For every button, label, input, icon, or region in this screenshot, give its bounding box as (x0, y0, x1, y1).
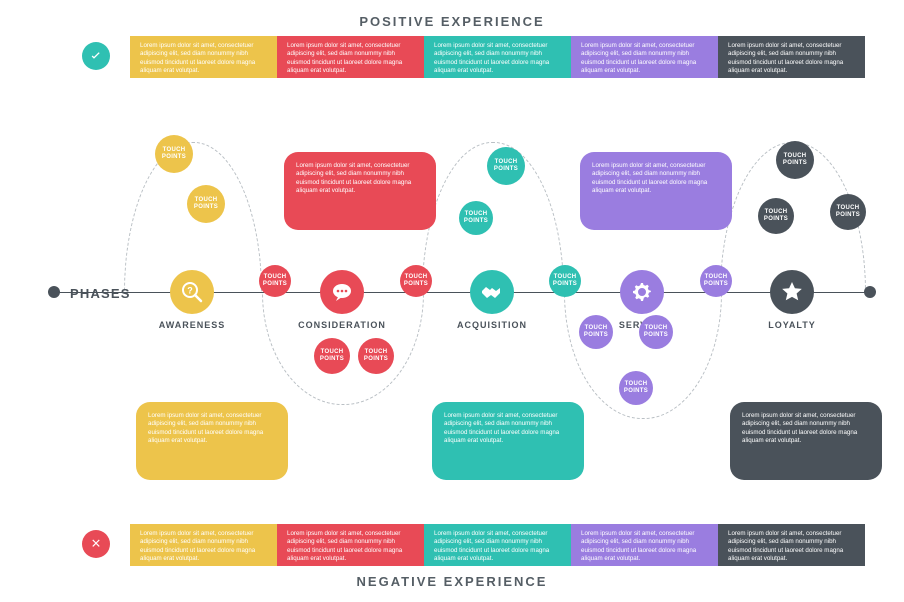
touchpoint: TOUCHPOINTS (259, 265, 291, 297)
phase-acquisition (470, 270, 514, 314)
touchpoint: TOUCHPOINTS (155, 135, 193, 173)
bar-segment: Lorem ipsum dolor sit amet, consectetuer… (130, 36, 277, 78)
touchpoint: TOUCHPOINTS (549, 265, 581, 297)
bar-segment: Lorem ipsum dolor sit amet, consectetuer… (571, 36, 718, 78)
callout-box: Lorem ipsum dolor sit amet, consectetuer… (136, 402, 288, 480)
svg-text:?: ? (187, 286, 193, 296)
callout-box: Lorem ipsum dolor sit amet, consectetuer… (730, 402, 882, 480)
check-icon (82, 42, 110, 70)
phase-loyalty (770, 270, 814, 314)
phase-label: AWARENESS (159, 320, 226, 330)
bar-segment: Lorem ipsum dolor sit amet, consectetuer… (424, 524, 571, 566)
touchpoint: TOUCHPOINTS (830, 194, 866, 230)
callout-box: Lorem ipsum dolor sit amet, consectetuer… (432, 402, 584, 480)
touchpoint: TOUCHPOINTS (400, 265, 432, 297)
bar-segment: Lorem ipsum dolor sit amet, consectetuer… (277, 524, 424, 566)
phase-label: LOYALTY (768, 320, 816, 330)
negative-title: NEGATIVE EXPERIENCE (0, 574, 904, 589)
axis-start-dot (48, 286, 60, 298)
phase-label: CONSIDERATION (298, 320, 386, 330)
bar-segment: Lorem ipsum dolor sit amet, consectetuer… (718, 36, 865, 78)
touchpoint: TOUCHPOINTS (776, 141, 814, 179)
touchpoint: TOUCHPOINTS (639, 315, 673, 349)
bar-segment: Lorem ipsum dolor sit amet, consectetuer… (277, 36, 424, 78)
touchpoint: TOUCHPOINTS (187, 185, 225, 223)
touchpoint: TOUCHPOINTS (487, 147, 525, 185)
bar-segment: Lorem ipsum dolor sit amet, consectetuer… (718, 524, 865, 566)
touchpoint: TOUCHPOINTS (314, 338, 350, 374)
phase-service (620, 270, 664, 314)
cross-icon (82, 530, 110, 558)
phase-label: ACQUISITION (457, 320, 527, 330)
touchpoint: TOUCHPOINTS (358, 338, 394, 374)
touchpoint: TOUCHPOINTS (700, 265, 732, 297)
positive-bar: Lorem ipsum dolor sit amet, consectetuer… (130, 36, 865, 78)
axis-end-dot (864, 286, 876, 298)
touchpoint: TOUCHPOINTS (619, 371, 653, 405)
bar-segment: Lorem ipsum dolor sit amet, consectetuer… (130, 524, 277, 566)
phase-consideration (320, 270, 364, 314)
phase-awareness: ? (170, 270, 214, 314)
positive-title: POSITIVE EXPERIENCE (0, 14, 904, 29)
bar-segment: Lorem ipsum dolor sit amet, consectetuer… (424, 36, 571, 78)
callout-box: Lorem ipsum dolor sit amet, consectetuer… (284, 152, 436, 230)
touchpoint: TOUCHPOINTS (459, 201, 493, 235)
touchpoint: TOUCHPOINTS (758, 198, 794, 234)
bar-segment: Lorem ipsum dolor sit amet, consectetuer… (571, 524, 718, 566)
touchpoint: TOUCHPOINTS (579, 315, 613, 349)
callout-box: Lorem ipsum dolor sit amet, consectetuer… (580, 152, 732, 230)
negative-bar: Lorem ipsum dolor sit amet, consectetuer… (130, 524, 865, 566)
phases-label: PHASES (70, 286, 131, 301)
